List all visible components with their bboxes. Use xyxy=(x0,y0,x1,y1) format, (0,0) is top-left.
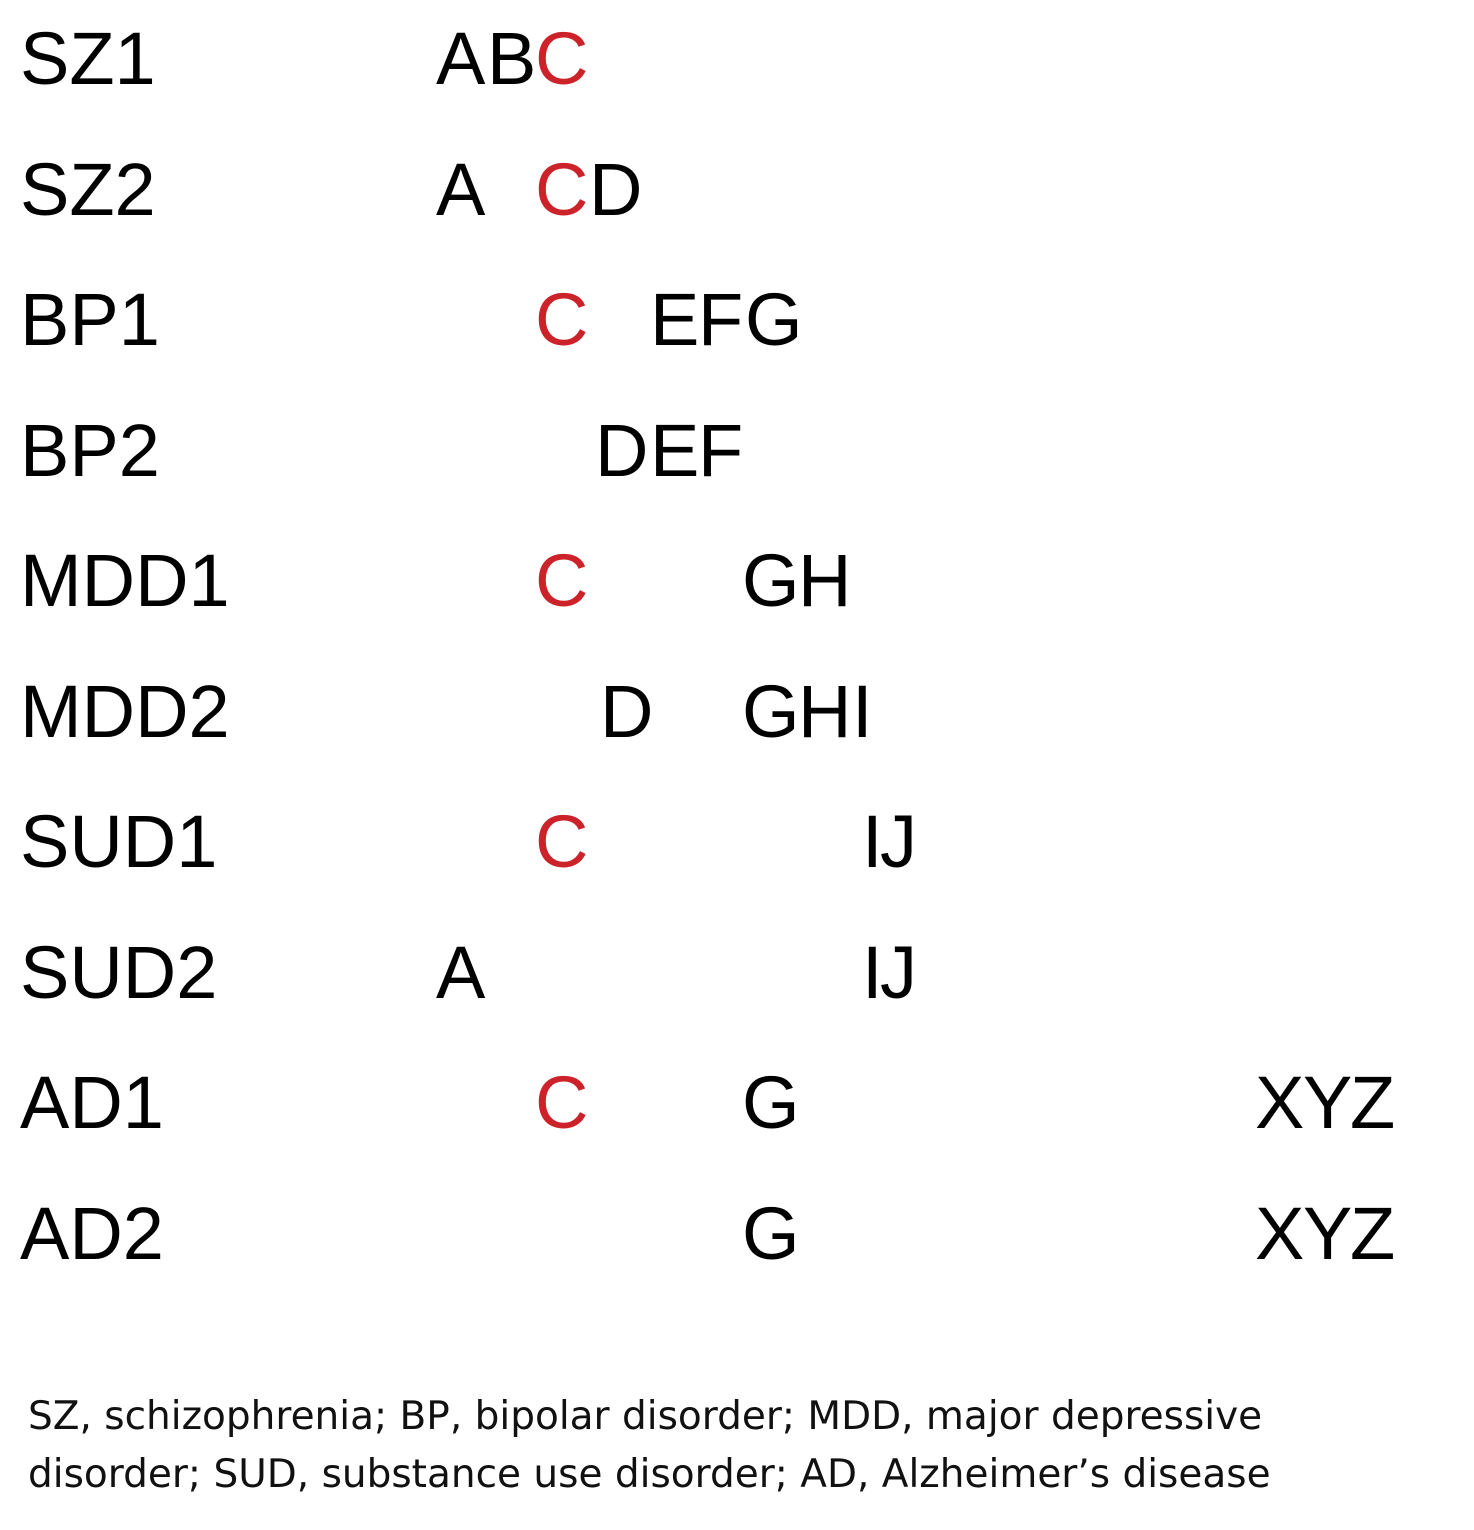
gene-letter: Y xyxy=(1303,1061,1353,1144)
shared-gene-letter: C xyxy=(535,1061,589,1144)
row-label: SZ1 xyxy=(20,17,156,100)
shared-gene-letter: C xyxy=(535,17,589,100)
row-sz1: SZ1 A B C xyxy=(0,22,1474,142)
shared-gene-letter: C xyxy=(535,147,589,231)
gene-letter: Z xyxy=(1350,1191,1396,1275)
row-label: BP1 xyxy=(20,278,160,361)
figure-caption: SZ, schizophrenia; BP, bipolar disorder;… xyxy=(28,1388,1448,1504)
row-label: SUD2 xyxy=(20,930,218,1014)
shared-gene-letter: C xyxy=(535,800,589,883)
gene-letter: E xyxy=(650,278,700,361)
gene-letter: I xyxy=(852,669,873,753)
row-ad2: AD2 G X Y Z xyxy=(0,1191,1474,1317)
gene-letter: D xyxy=(600,669,654,753)
row-label: SUD1 xyxy=(20,800,218,883)
gene-letter: F xyxy=(698,278,744,361)
gene-letter: A xyxy=(436,930,486,1014)
caption-line-2: disorder; SUD, substance use disorder; A… xyxy=(28,1452,1271,1497)
shared-gene-letter: C xyxy=(535,278,589,361)
gene-letter: J xyxy=(880,800,917,883)
gene-letter: J xyxy=(880,930,917,1014)
gene-letter: H xyxy=(798,539,852,622)
gene-letter: H xyxy=(798,669,852,753)
gene-letter: Z xyxy=(1350,1061,1396,1144)
gene-letter: G xyxy=(742,1061,800,1144)
row-label: SZ2 xyxy=(20,147,156,231)
row-label: AD1 xyxy=(20,1061,164,1144)
row-sud1: SUD1 C I J xyxy=(0,805,1474,925)
row-label: MDD1 xyxy=(20,539,230,622)
row-label: AD2 xyxy=(20,1191,164,1275)
gene-letter: D xyxy=(589,147,643,231)
gene-letter: E xyxy=(650,408,700,492)
row-bp1: BP1 C E F G xyxy=(0,283,1474,403)
gene-letter: A xyxy=(436,17,486,100)
row-label: BP2 xyxy=(20,408,160,492)
gene-letter: I xyxy=(862,930,883,1014)
gene-letter: A xyxy=(436,147,486,231)
gene-letter: F xyxy=(698,408,744,492)
caption-line-1: SZ, schizophrenia; BP, bipolar disorder;… xyxy=(28,1394,1263,1439)
gene-letter: Y xyxy=(1303,1191,1353,1275)
gene-letter: B xyxy=(487,17,537,100)
gene-letter: X xyxy=(1255,1061,1305,1144)
gene-letter: G xyxy=(742,539,800,622)
row-ad1: AD1 C G X Y Z xyxy=(0,1066,1474,1186)
gene-letter: X xyxy=(1255,1191,1305,1275)
row-mdd2: MDD2 D G H I xyxy=(0,669,1474,795)
row-label: MDD2 xyxy=(20,669,230,753)
row-bp2: BP2 D E F xyxy=(0,408,1474,534)
row-sud2: SUD2 A I J xyxy=(0,930,1474,1056)
row-sz2: SZ2 A C D xyxy=(0,147,1474,273)
gene-letter: G xyxy=(742,669,800,753)
gene-letter: D xyxy=(595,408,649,492)
gene-letter: G xyxy=(742,1191,800,1275)
row-mdd1: MDD1 C G H xyxy=(0,544,1474,664)
gene-letter: I xyxy=(862,800,883,883)
gene-letter: G xyxy=(745,278,803,361)
shared-gene-letter: C xyxy=(535,539,589,622)
